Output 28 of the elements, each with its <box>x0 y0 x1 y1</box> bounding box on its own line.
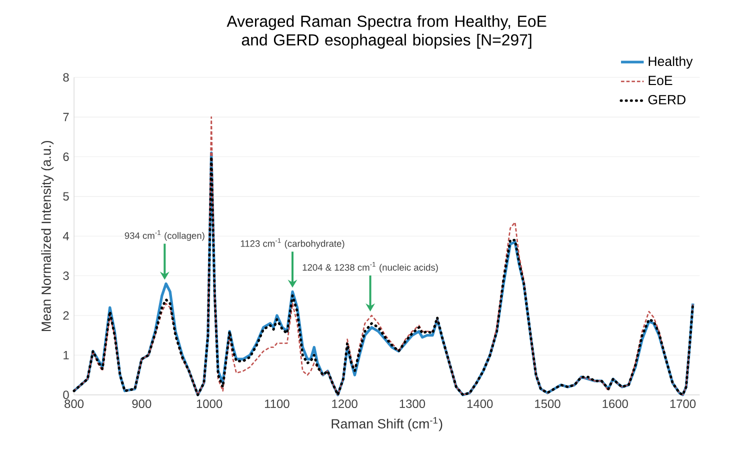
y-tick-label: 8 <box>63 73 69 82</box>
x-tick-label: 1000 <box>196 400 222 408</box>
y-tick-label: 4 <box>62 232 69 240</box>
y-tick-label: 6 <box>63 152 69 162</box>
y-tick-label: 0 <box>63 390 69 400</box>
y-tick-label: 3 <box>63 272 69 280</box>
y-tick-label: 5 <box>63 192 69 201</box>
x-tick-label: 1300 <box>400 400 426 408</box>
x-axis-title: Raman Shift (cm$^{-1}$) <box>332 417 442 432</box>
x-tick-label: 1200 <box>332 400 358 408</box>
x-tick-label: 900 <box>132 400 152 408</box>
annotation: 1204 & 1238 cm$^{-1}$ (nucleic acids) <box>302 262 438 273</box>
annotation: 1123 cm$^{-1}$ (carbohydrate) <box>240 238 344 249</box>
x-tick-label: 1700 <box>670 400 696 408</box>
legend-label: GERD <box>648 95 686 105</box>
y-tick-label: 2 <box>63 312 69 320</box>
x-tick-label: 1500 <box>535 400 560 408</box>
chart-title: Averaged Raman Spectra from Healthy, EoE and GERD esophageal biopsies [N=297] <box>226 15 546 49</box>
y-tick-label: 7 <box>63 113 69 122</box>
annotation: 934 cm$^{-1}$ (collagen) <box>124 230 204 242</box>
x-tick-label: 800 <box>64 400 84 408</box>
x-tick-label: 1400 <box>467 400 493 408</box>
legend-label: EoE <box>648 76 672 86</box>
y-tick-label: 1 <box>64 351 69 360</box>
y-axis-title: Mean Normalized Intensity (a.u.) <box>41 141 54 332</box>
x-tick-label: 1100 <box>265 400 290 408</box>
x-tick-label: 1600 <box>602 400 628 408</box>
legend-label: Healthy <box>648 56 693 69</box>
